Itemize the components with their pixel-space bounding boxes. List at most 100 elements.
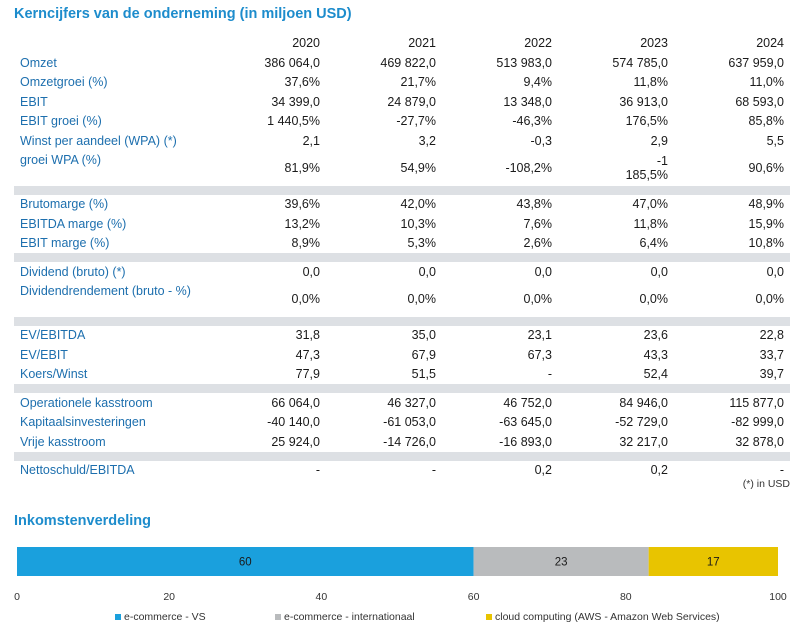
row-label: Operationele kasstroom	[20, 395, 153, 410]
row-value: 23,1	[527, 328, 552, 343]
row-value: -1 185,5%	[558, 151, 674, 186]
bar-segment	[17, 547, 474, 576]
row-value: 0,0%	[291, 292, 321, 306]
row-label: Brutomarge (%)	[20, 197, 109, 212]
table-row: Dividendrendement (bruto - %) 0,0% 0,0% 0,0…	[14, 282, 790, 317]
row-value: -16 893,0	[499, 434, 552, 449]
row-value: -108,2%	[505, 161, 552, 175]
row-value: 25 924,0	[271, 434, 320, 449]
row-value: 513 983,0	[496, 55, 552, 70]
key-figures-table: 2020 2021 2022 2023 2024 Omzet 386 064,0 4…	[14, 33, 790, 480]
row-value: -46,3%	[512, 114, 552, 129]
legend-swatch	[486, 614, 492, 620]
x-tick-label: 60	[468, 591, 480, 603]
row-value: 574 785,0	[612, 55, 668, 70]
row-value: 5,3%	[407, 236, 437, 251]
footnote: (*) in USD	[742, 478, 790, 490]
row-value: 24 879,0	[387, 94, 436, 109]
row-label: Omzetgroei (%)	[20, 75, 108, 90]
row-value: 68 593,0	[735, 94, 784, 109]
row-value: 2,1	[302, 133, 320, 148]
row-value: 637 959,0	[728, 55, 784, 70]
row-value: 39,6%	[284, 197, 320, 212]
row-value: 39,7	[759, 367, 784, 382]
table-row: Nettoschuld/EBITDA - - 0,2 0,2 -	[14, 461, 790, 481]
row-value: 81,9%	[284, 161, 320, 175]
table-row: EBIT groei (%) 1 440,5% -27,7% -46,3% 176,5%…	[14, 112, 790, 132]
row-label: EV/EBIT	[20, 347, 68, 362]
header-year: 2022	[524, 36, 552, 50]
table-row: groei WPA (%) 81,9% 54,9% -108,2% -1 185,5% 9…	[14, 151, 790, 186]
row-value: 15,9%	[748, 216, 784, 231]
row-value: 54,9%	[400, 161, 436, 175]
row-value: 10,3%	[400, 216, 436, 231]
row-label: EBIT	[20, 94, 48, 109]
group-separator	[14, 185, 790, 195]
row-value: 0,0	[766, 264, 784, 279]
row-label: Kapitaalsinvesteringen	[20, 415, 146, 430]
row-value: -61 053,0	[383, 415, 436, 430]
row-value: 85,8%	[748, 114, 784, 129]
row-value: 176,5%	[625, 114, 668, 129]
x-tick-label: 20	[163, 591, 175, 603]
group-separator	[14, 451, 790, 461]
row-value: 46 327,0	[387, 395, 436, 410]
header-year: 2020	[292, 36, 320, 50]
header-year: 2024	[756, 36, 784, 50]
row-value: 84 946,0	[619, 395, 668, 410]
revenue-distribution-chart: 60 23 17 0 20 40 60 80 100 e-commerce - VS e-comme…	[14, 547, 787, 623]
row-value: 8,9%	[291, 236, 321, 251]
data-label: 17	[707, 557, 720, 569]
header-year: 2023	[640, 36, 668, 50]
row-value: 67,9	[411, 347, 436, 362]
table-row: EBIT 34 399,0 24 879,0 13 348,0 36 913,0 68 5…	[14, 92, 790, 112]
row-value: 35,0	[411, 328, 436, 343]
row-value: 10,8%	[748, 236, 784, 251]
row-value: 0,0%	[755, 292, 785, 306]
row-label: Dividend (bruto) (*)	[20, 264, 126, 279]
row-value: -82 999,0	[731, 415, 784, 430]
row-value: 0,0	[418, 264, 436, 279]
table-header-row: 2020 2021 2022 2023 2024	[14, 33, 790, 53]
table-row: Dividend (bruto) (*) 0,0 0,0 0,0 0,0 0,0	[14, 262, 790, 282]
row-value: 386 064,0	[264, 55, 320, 70]
header-label-cell	[14, 33, 210, 53]
row-value: 42,0%	[400, 197, 436, 212]
row-value-text: -1 185,5%	[625, 154, 668, 182]
row-value: 9,4%	[523, 75, 553, 90]
legend-label: e-commerce - VS	[124, 611, 206, 623]
row-value: -27,7%	[396, 114, 436, 129]
legend-swatch	[275, 614, 281, 620]
row-value: 13 348,0	[503, 94, 552, 109]
x-tick-label: 40	[316, 591, 328, 603]
group-separator	[14, 384, 790, 393]
row-value: 46 752,0	[503, 395, 552, 410]
row-value: 11,8%	[633, 216, 668, 231]
row-value: 34 399,0	[271, 94, 320, 109]
row-value: 0,0%	[407, 292, 437, 306]
row-value: 32 878,0	[735, 434, 784, 449]
row-value: 36 913,0	[619, 94, 668, 109]
row-label: Winst per aandeel (WPA) (*)	[20, 133, 177, 148]
table-row: EV/EBITDA 31,8 35,0 23,1 23,6 22,8	[14, 326, 790, 346]
row-value: -	[547, 367, 552, 382]
row-value: 51,5	[411, 367, 436, 382]
header-year: 2021	[408, 36, 436, 50]
row-value: 2,9	[650, 133, 668, 148]
row-value: 47,0%	[632, 197, 668, 212]
row-value: 21,7%	[400, 75, 436, 90]
table-row: Omzetgroei (%) 37,6% 21,7% 9,4% 11,8% 11,0%	[14, 73, 790, 93]
row-value: -40 140,0	[267, 415, 320, 430]
row-value: 5,5	[766, 133, 784, 148]
row-value: 33,7	[759, 347, 784, 362]
row-value: 31,8	[295, 328, 320, 343]
row-label: Koers/Winst	[20, 367, 88, 382]
row-label: groei WPA (%)	[20, 152, 102, 167]
row-value: 66 064,0	[271, 395, 320, 410]
row-value: -	[431, 463, 436, 478]
table-row: Brutomarge (%) 39,6% 42,0% 43,8% 47,0% 48,9%	[14, 195, 790, 215]
table-title: Kerncijfers van de onderneming (in miljo…	[14, 6, 352, 22]
group-separator	[14, 316, 790, 326]
row-label: EV/EBITDA	[20, 328, 86, 343]
row-value: 0,2	[650, 463, 668, 478]
